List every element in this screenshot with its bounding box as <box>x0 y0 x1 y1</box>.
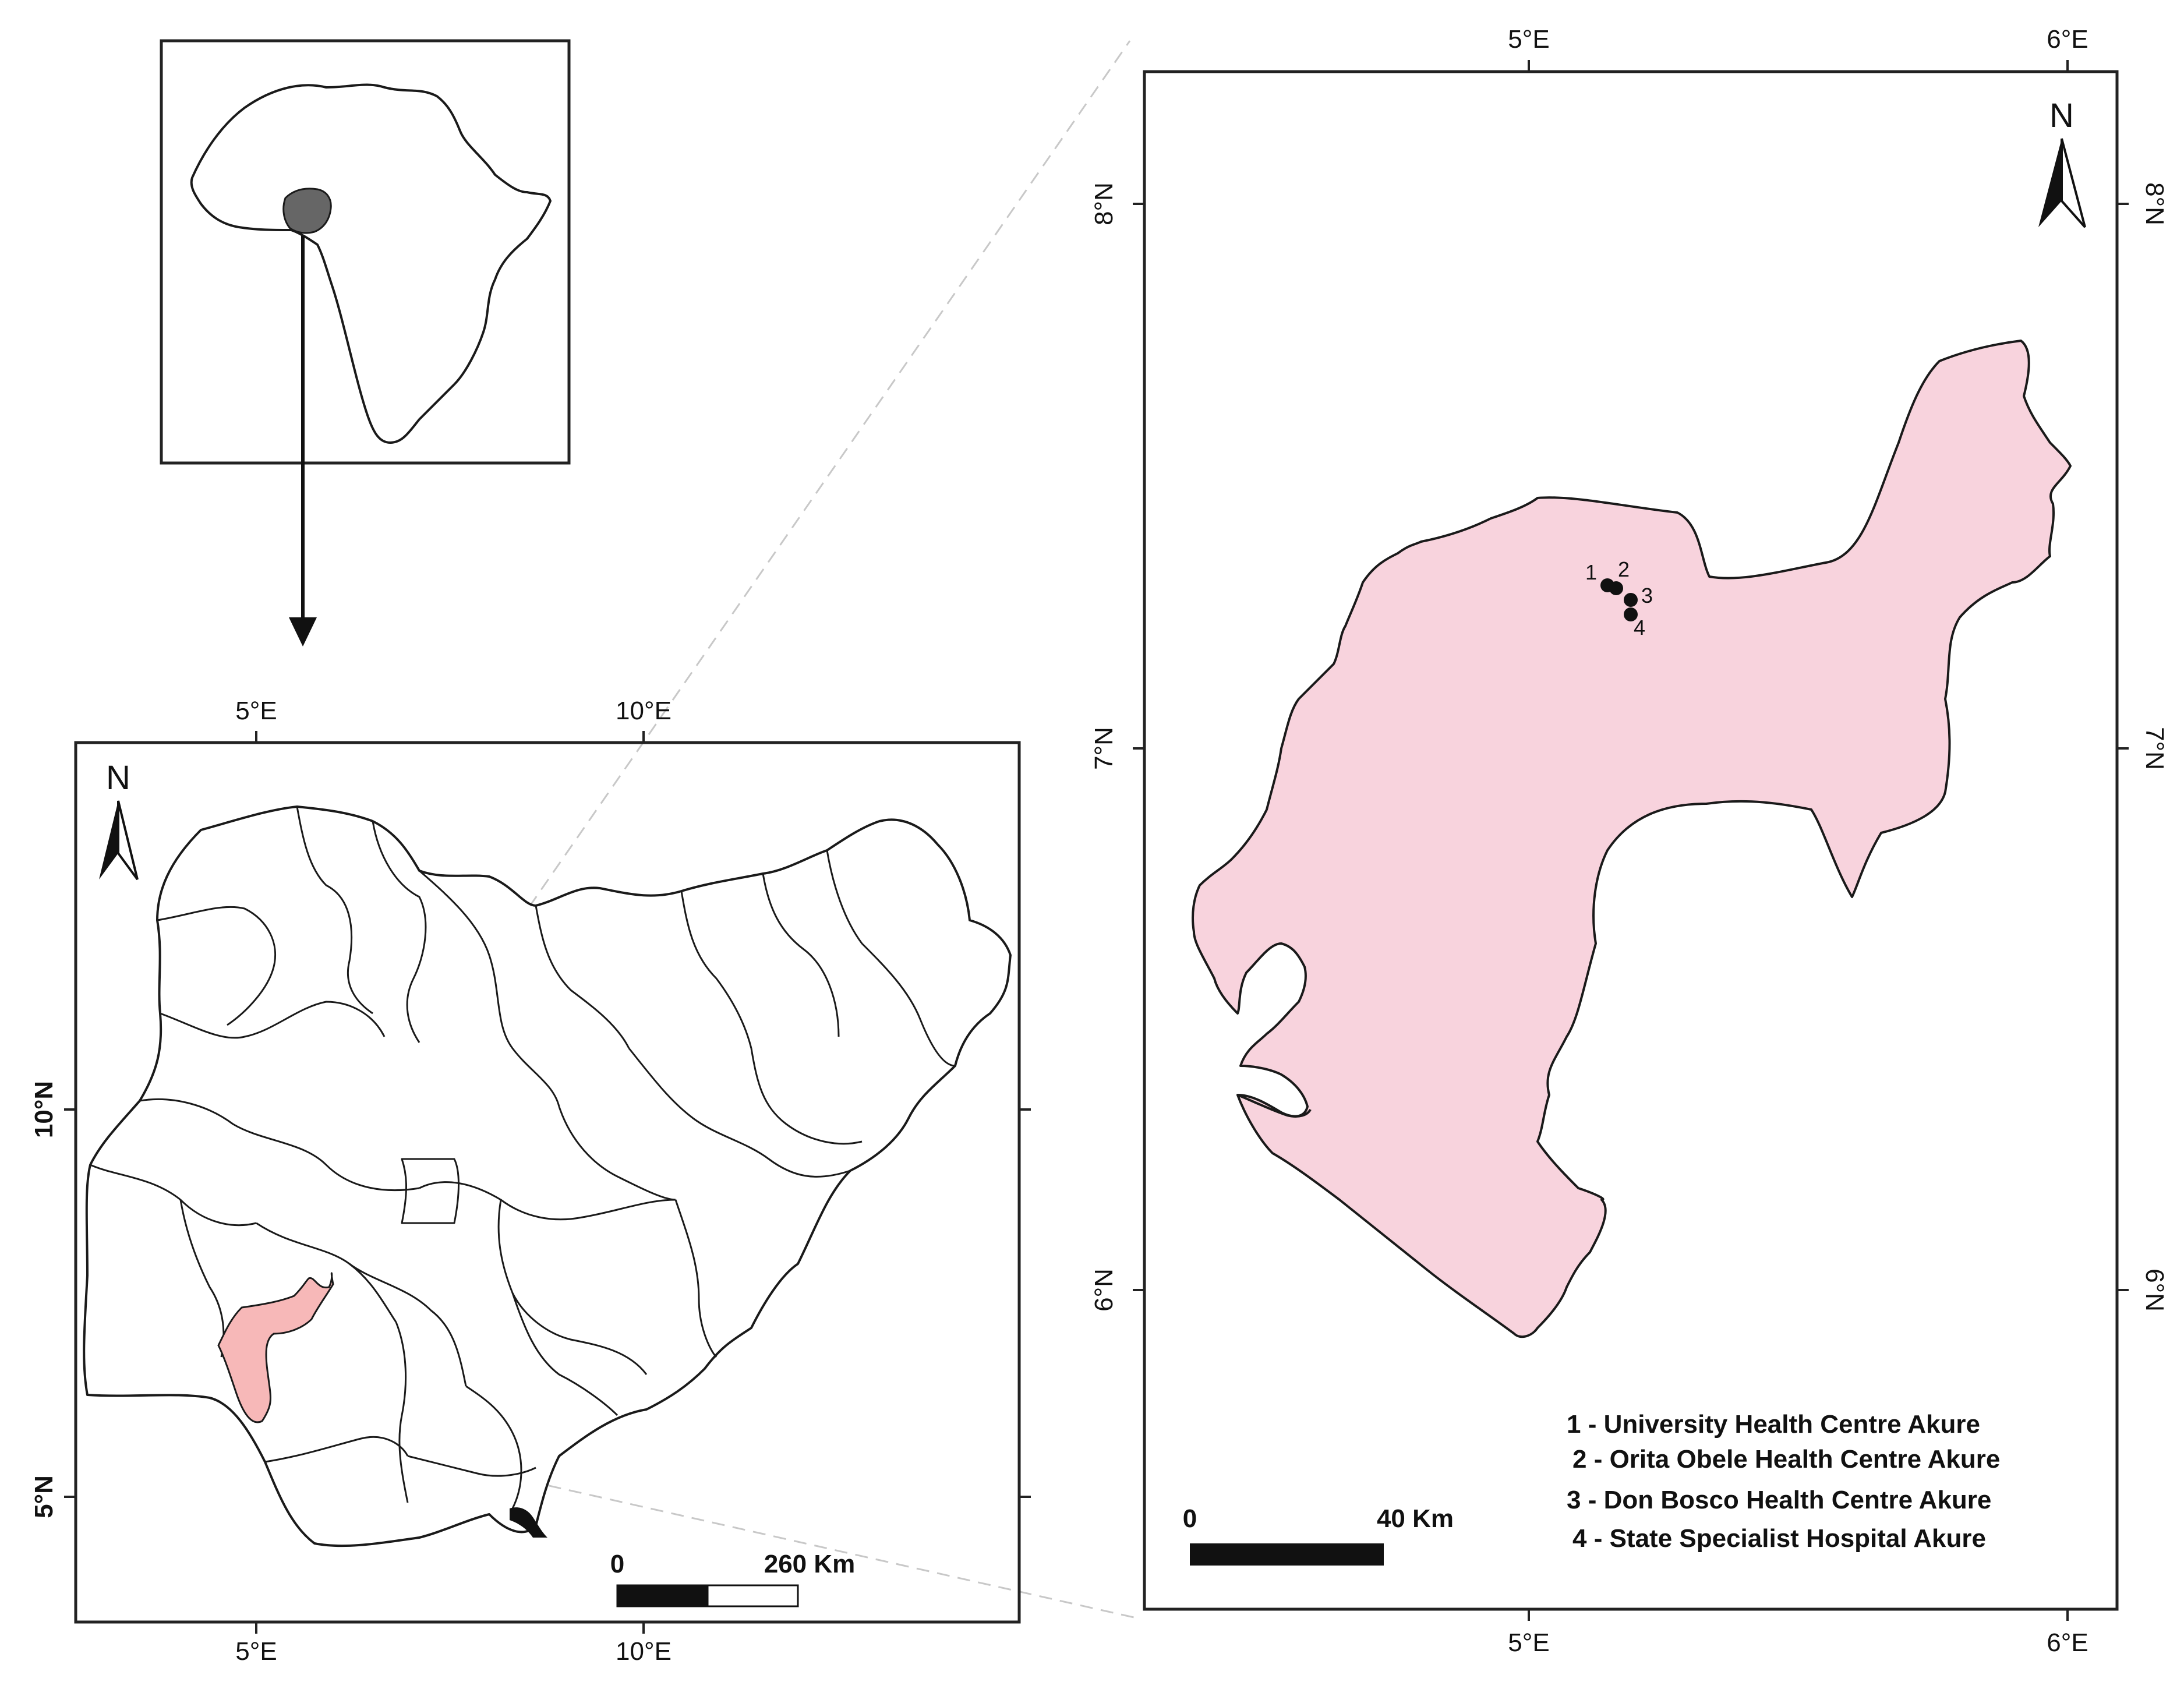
nigeria-black-patch <box>510 1507 547 1538</box>
legend-item-1: 1 - University Health Centre Akure <box>1567 1410 1980 1439</box>
legend-item-2: 2 - Orita Obele Health Centre Akure <box>1572 1445 2000 1474</box>
ng-scale-start: 0 <box>610 1550 624 1578</box>
study-north-arrow: N <box>2038 97 2086 228</box>
study-top-tick-5e: 5°E <box>1508 25 1549 54</box>
study-scale-bar: 0 40 Km <box>1183 1504 1454 1566</box>
legend-item-4: 4 - State Specialist Hospital Akure <box>1572 1524 1986 1553</box>
facility-points: 1 2 3 4 <box>1585 557 1653 639</box>
ng-north-letter: N <box>106 759 130 797</box>
study-area-polygon <box>1192 340 2072 1338</box>
study-lagoon-strip <box>1237 1094 1312 1118</box>
ng-left-tick-10n: 10°N <box>30 1081 58 1138</box>
study-top-tick-6e: 6°E <box>2047 25 2088 54</box>
study-right-tick-7n: 7°N <box>2140 727 2169 770</box>
study-area-map: 5°E 6°E 5°E 6°E 8°N 7°N 6°N 8°N 7°N 6°N … <box>1090 25 2169 1657</box>
ng-scale-end: 260 Km <box>764 1550 856 1578</box>
inset-arrow-head <box>289 617 317 646</box>
facility-label-1: 1 <box>1585 560 1597 584</box>
study-right-tick-8n: 8°N <box>2140 182 2169 225</box>
study-left-tick-8n: 8°N <box>1090 182 1118 225</box>
facility-label-2: 2 <box>1618 557 1630 581</box>
legend-item-3: 3 - Don Bosco Health Centre Akure <box>1567 1486 1991 1514</box>
facility-point-3 <box>1624 593 1638 607</box>
study-scale-start: 0 <box>1183 1504 1197 1533</box>
facility-label-3: 3 <box>1641 584 1653 607</box>
ng-top-tick-10e: 10°E <box>616 697 672 725</box>
ng-left-tick-5n: 5°N <box>30 1475 58 1518</box>
ng-north-arrow: N <box>99 759 139 881</box>
study-bottom-tick-5e: 5°E <box>1508 1628 1549 1657</box>
nigeria-highlight-ondo <box>217 1272 334 1423</box>
facility-point-2 <box>1609 581 1623 595</box>
nigeria-shape-africa <box>282 188 332 234</box>
ng-bottom-tick-10e: 10°E <box>616 1637 672 1666</box>
study-right-tick-6n: 6°N <box>2140 1268 2169 1312</box>
study-left-tick-7n: 7°N <box>1090 727 1118 770</box>
facility-label-4: 4 <box>1634 616 1645 639</box>
facility-point-4 <box>1624 607 1638 621</box>
nigeria-map: 5°E 10°E 5°E 10°E 10°N 5°N <box>30 697 1031 1666</box>
africa-inset <box>160 39 571 646</box>
facility-legend: 1 - University Health Centre Akure 2 - O… <box>1567 1410 2000 1553</box>
study-scale-end: 40 Km <box>1377 1504 1454 1533</box>
study-bottom-tick-6e: 6°E <box>2047 1628 2088 1657</box>
ng-bottom-tick-5e: 5°E <box>235 1637 277 1666</box>
ng-scale-bar: 0 260 Km <box>610 1550 856 1607</box>
study-left-tick-6n: 6°N <box>1090 1268 1118 1312</box>
nigeria-outline <box>83 805 1012 1547</box>
ng-top-tick-5e: 5°E <box>235 697 277 725</box>
study-north-letter: N <box>2049 97 2074 135</box>
africa-outline <box>190 83 552 444</box>
state-boundaries <box>90 806 956 1509</box>
